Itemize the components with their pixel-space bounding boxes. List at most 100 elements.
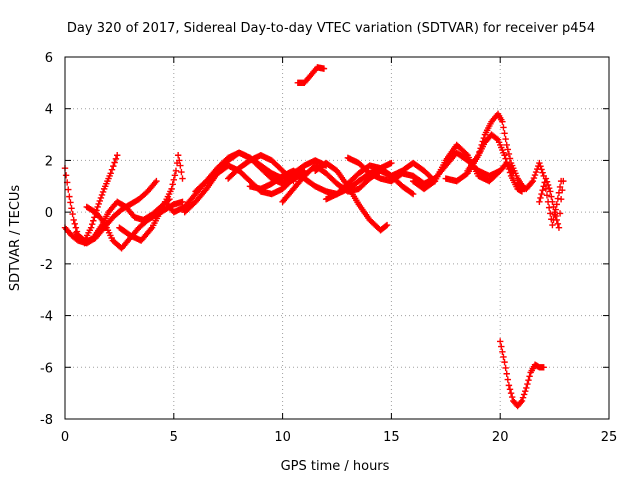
y-tick-label: -8	[40, 413, 53, 428]
data-point	[493, 135, 500, 142]
series-arc-19	[536, 175, 567, 231]
data-point	[518, 397, 526, 405]
data-point	[542, 175, 550, 182]
data-point	[543, 192, 551, 199]
data-point	[501, 358, 508, 366]
data-point	[560, 177, 567, 185]
data-point	[503, 141, 510, 149]
data-point	[99, 188, 107, 196]
x-axis-label: GPS time / hours	[281, 459, 390, 474]
data-point	[500, 124, 507, 131]
data-point	[522, 388, 529, 395]
data-point	[179, 198, 186, 205]
data-point	[179, 175, 186, 182]
series-arc-14	[344, 149, 504, 187]
data-point	[524, 380, 531, 388]
data-point	[170, 176, 177, 184]
data-point	[71, 220, 78, 227]
data-point	[504, 146, 512, 153]
data-point	[499, 348, 506, 355]
data-point	[550, 203, 557, 211]
data-point	[97, 194, 105, 202]
data-point	[528, 179, 535, 186]
data-point	[555, 224, 563, 231]
data-point	[95, 200, 102, 208]
data-point	[98, 191, 106, 199]
data-point	[551, 208, 558, 216]
y-tick-label: 0	[45, 206, 53, 221]
data-point	[501, 152, 508, 159]
data-point	[107, 170, 114, 177]
x-tick-label: 20	[492, 430, 509, 445]
data-point	[530, 174, 538, 182]
data-point	[65, 186, 72, 193]
data-point	[383, 221, 391, 229]
data-point	[114, 152, 121, 159]
y-tick-label: -4	[40, 310, 53, 325]
data-point	[543, 178, 551, 185]
data-point	[503, 158, 510, 166]
data-point	[178, 168, 185, 176]
data-point	[537, 163, 544, 170]
data-point	[463, 150, 470, 158]
data-point	[505, 165, 513, 173]
data-point	[497, 338, 504, 345]
x-tick-label: 25	[601, 430, 618, 445]
data-point	[505, 150, 513, 158]
data-point	[177, 162, 184, 169]
data-point	[500, 353, 507, 361]
y-tick-label: -6	[40, 361, 53, 376]
data-point	[520, 391, 528, 398]
data-point	[531, 171, 539, 179]
y-tick-label: -2	[40, 258, 53, 273]
data-point	[68, 205, 75, 212]
data-point	[320, 65, 328, 72]
data-point	[539, 169, 546, 176]
data-point	[171, 172, 179, 179]
data-point	[508, 393, 516, 401]
data-point	[545, 185, 553, 192]
series-arc-20	[294, 64, 328, 87]
data-point	[536, 198, 543, 205]
x-tick-label: 5	[170, 430, 178, 445]
data-point	[538, 190, 545, 198]
data-point	[289, 176, 296, 184]
data-point	[502, 135, 509, 143]
data-point	[547, 188, 554, 195]
y-axis-label: SDTVAR / TECUs	[8, 185, 23, 292]
data-point	[556, 210, 564, 217]
data-point	[502, 364, 509, 372]
data-point	[388, 159, 395, 167]
series-arc-8	[192, 149, 308, 195]
data-point	[549, 221, 556, 229]
data-point	[537, 194, 544, 202]
data-point	[547, 210, 554, 217]
data-point	[96, 197, 104, 205]
data-point	[549, 198, 556, 205]
x-tick-label: 10	[274, 430, 291, 445]
data-point	[506, 169, 514, 176]
data-point	[507, 389, 515, 397]
data-point	[112, 155, 120, 163]
data-point	[499, 118, 506, 125]
data-point	[505, 382, 513, 389]
series-arc-5	[116, 152, 186, 244]
data-point	[168, 185, 175, 193]
data-point	[504, 376, 512, 383]
data-point	[557, 196, 565, 203]
data-point	[548, 193, 555, 200]
data-marks	[61, 64, 567, 410]
data-point	[540, 183, 547, 190]
data-point	[153, 177, 160, 185]
data-point	[89, 221, 96, 228]
y-tick-label: 4	[45, 103, 53, 118]
data-point	[174, 152, 182, 159]
data-point	[502, 155, 509, 162]
data-point	[536, 159, 543, 167]
data-point	[523, 384, 530, 392]
data-point	[529, 177, 537, 185]
data-point	[290, 177, 297, 185]
data-point	[62, 172, 70, 179]
